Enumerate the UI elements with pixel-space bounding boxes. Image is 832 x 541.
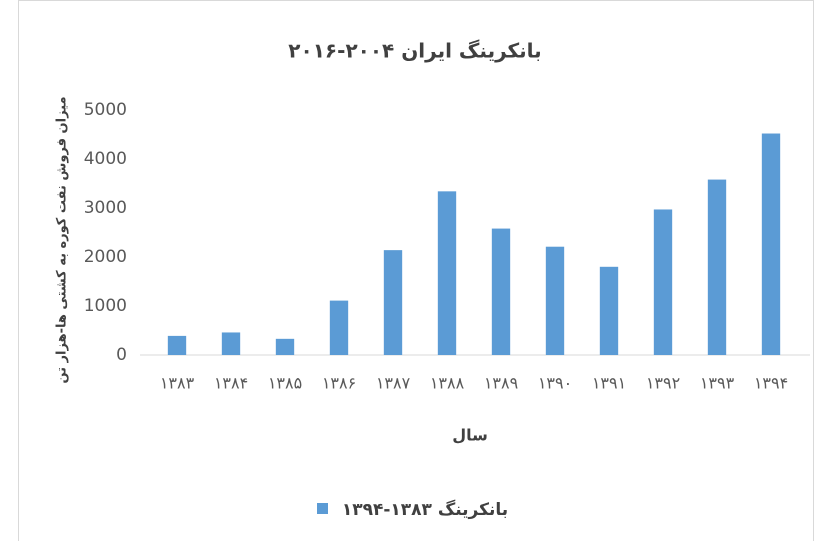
bar bbox=[707, 179, 727, 355]
y-tick-label: 4000 bbox=[84, 149, 127, 169]
y-tick-label: 2000 bbox=[84, 247, 127, 267]
chart-frame bbox=[18, 0, 814, 541]
bar bbox=[221, 332, 241, 355]
legend-label: بانکرینگ ۱۳۸۳-۱۳۹۴ bbox=[342, 499, 508, 520]
x-tick-label: ۱۳۸۷ bbox=[376, 374, 411, 393]
legend-swatch bbox=[317, 503, 328, 514]
chart-title: بانکرینگ ایران ۲۰۰۴-۲۰۱۶ bbox=[288, 39, 541, 63]
x-tick-label: ۱۳۹۰ bbox=[538, 374, 572, 393]
x-tick-label: ۱۳۹۴ bbox=[754, 374, 788, 393]
y-tick-label: 1000 bbox=[84, 296, 127, 316]
x-axis-label: سال bbox=[452, 426, 488, 445]
bar bbox=[599, 266, 619, 355]
y-tick-label: 3000 bbox=[84, 198, 127, 218]
bar bbox=[491, 228, 511, 355]
x-tick-label: ۱۳۸۹ bbox=[484, 374, 518, 393]
y-axis-label: میزان فروش نفت کوره به کشتی ها-هزار تن bbox=[55, 96, 70, 383]
x-tick-label: ۱۳۸۸ bbox=[430, 374, 465, 393]
x-tick-label: ۱۳۸۶ bbox=[322, 374, 356, 393]
bar bbox=[653, 209, 673, 355]
x-tick-label: ۱۳۹۱ bbox=[592, 374, 626, 393]
bar bbox=[761, 133, 781, 355]
bar bbox=[275, 338, 295, 355]
bar bbox=[437, 191, 457, 355]
x-tick-label: ۱۳۸۴ bbox=[214, 374, 248, 393]
bar bbox=[167, 335, 187, 355]
x-tick-label: ۱۳۹۳ bbox=[700, 374, 735, 393]
bar bbox=[329, 300, 349, 355]
x-tick-label: ۱۳۸۳ bbox=[160, 374, 195, 393]
x-tick-label: ۱۳۹۲ bbox=[646, 374, 680, 393]
bar bbox=[545, 246, 565, 355]
y-tick-label: 5000 bbox=[84, 100, 127, 120]
bar bbox=[383, 250, 403, 355]
y-tick-label: 0 bbox=[116, 345, 127, 365]
x-tick-label: ۱۳۸۵ bbox=[268, 374, 302, 393]
